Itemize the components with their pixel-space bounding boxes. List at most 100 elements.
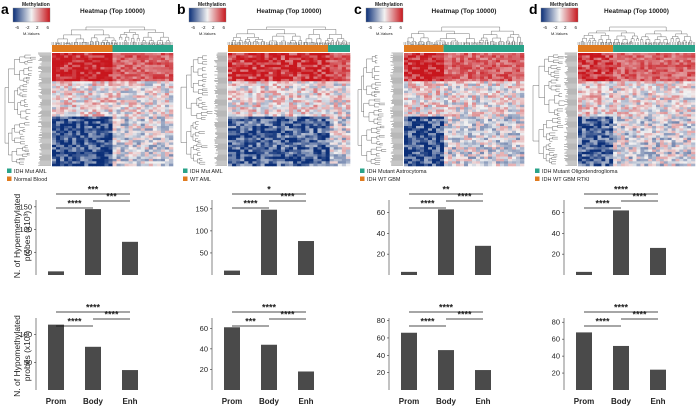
heatmap-cell: [440, 71, 445, 75]
heatmap-cell: [305, 62, 310, 66]
heatmap-cell: [248, 147, 253, 150]
heatmap-cell: [64, 154, 69, 157]
heatmap-cell: [289, 161, 294, 164]
heatmap-cell: [305, 135, 310, 139]
heatmap-cell: [512, 64, 517, 68]
heatmap-cell: [76, 151, 81, 155]
heatmap-cell: [52, 158, 57, 162]
heatmap-cell: [412, 154, 417, 157]
heatmap-cell: [432, 147, 437, 150]
heatmap-cell: [305, 88, 310, 91]
heatmap-cell: [460, 107, 465, 110]
heatmap-cell: [496, 83, 501, 87]
heatmap-cell: [472, 74, 477, 77]
heatmap-title: Heatmap (Top 10000): [257, 8, 322, 15]
heatmap-cell: [144, 53, 150, 56]
heatmap-cell: [68, 158, 73, 162]
heatmap-cell: [484, 102, 489, 106]
heatmap-cell: [504, 62, 509, 66]
heatmap-cell: [476, 147, 481, 150]
heatmap-cell: [317, 158, 322, 162]
heatmap-cell: [317, 140, 322, 143]
heatmap-cell: [260, 64, 265, 68]
heatmap-cell: [128, 149, 133, 153]
heatmap-cell: [297, 104, 302, 108]
heatmap-cell: [284, 97, 290, 101]
dendrogram-branch: [247, 37, 259, 40]
heatmap-cell: [152, 76, 158, 80]
heatmap-cell: [464, 71, 469, 75]
heatmap-cell: [76, 60, 81, 63]
y-tick-label: 50: [24, 248, 32, 257]
heatmap-cell: [496, 64, 501, 68]
heatmap-cell: [280, 111, 286, 115]
heatmap-cell: [92, 74, 97, 77]
heatmap-cell: [244, 133, 249, 136]
heatmap-cell: [452, 111, 457, 115]
heatmap-cell: [76, 133, 81, 136]
heatmap-cell: [313, 128, 318, 131]
heatmap-cell: [148, 114, 154, 117]
heatmap-cell: [504, 69, 509, 73]
heatmap-cell: [289, 95, 294, 99]
heatmap-cell: [480, 142, 485, 146]
heatmap-cell: [84, 57, 89, 61]
heatmap-cell: [88, 53, 93, 56]
heatmap-cell: [76, 154, 81, 157]
heatmap-cell: [88, 156, 93, 160]
heatmap-cell: [321, 114, 326, 117]
heatmap-cell: [520, 121, 525, 124]
heatmap-cell: [144, 116, 150, 120]
heatmap-cell: [268, 78, 274, 82]
heatmap-cell: [72, 102, 77, 106]
heatmap-cell: [472, 128, 477, 131]
heatmap-cell: [104, 137, 109, 141]
heatmap-cell: [412, 151, 417, 155]
heatmap-cell: [116, 93, 121, 96]
heatmap-cell: [256, 76, 261, 80]
heatmap-cell: [116, 55, 121, 59]
heatmap-cell: [293, 125, 298, 129]
heatmap-cell: [280, 60, 286, 63]
heatmap-cell: [264, 142, 269, 146]
heatmap-cell: [504, 130, 509, 134]
heatmap-cell: [232, 116, 237, 120]
heatmap-cell: [128, 107, 133, 110]
heatmap-cell: [305, 64, 310, 68]
heatmap-cell: [64, 53, 69, 56]
heatmap-cell: [520, 125, 525, 129]
heatmap-cell: [264, 133, 269, 136]
heatmap-cell: [492, 114, 497, 117]
heatmap-cell: [240, 57, 245, 61]
heatmap-cell: [284, 102, 290, 106]
dendrogram-branch: [198, 131, 205, 134]
heatmap-cell: [236, 88, 241, 91]
heatmap-cell: [412, 135, 417, 139]
heatmap-cell: [325, 62, 330, 66]
heatmap-cell: [512, 147, 517, 150]
heatmap-cell: [84, 111, 89, 115]
heatmap-cell: [293, 158, 298, 162]
heatmap-cell: [160, 104, 166, 108]
heatmap-cell: [104, 109, 109, 113]
heatmap-cell: [313, 121, 318, 124]
heatmap-cell: [264, 154, 269, 157]
heatmap-cell: [313, 142, 318, 146]
heatmap-cell: [144, 88, 150, 91]
heatmap-cell: [140, 97, 146, 101]
heatmap-cell: [232, 118, 237, 122]
heatmap-cell: [72, 147, 77, 150]
heatmap-cell: [325, 81, 330, 84]
heatmap-cell: [148, 125, 154, 129]
heatmap-cell: [309, 121, 314, 124]
heatmap-cell: [120, 133, 125, 136]
heatmap-cell: [156, 53, 162, 56]
heatmap-cell: [232, 60, 237, 63]
heatmap-cell: [80, 97, 85, 101]
dendrogram-branch: [14, 137, 21, 143]
heatmap-cell: [464, 149, 469, 153]
heatmap-cell: [289, 53, 294, 56]
heatmap-cell: [345, 147, 351, 150]
heatmap-cell: [325, 71, 330, 75]
